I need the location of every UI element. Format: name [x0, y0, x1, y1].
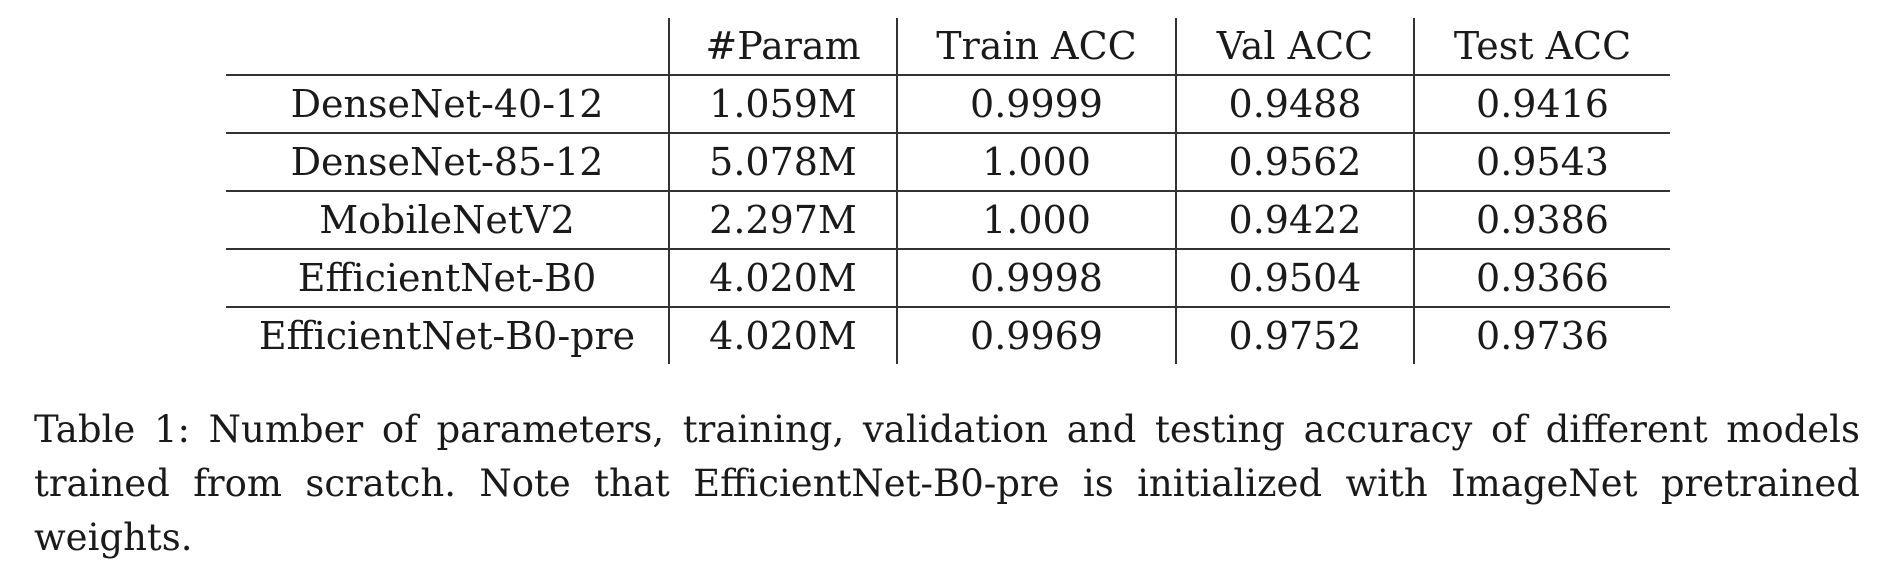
results-table: #Param Train ACC Val ACC Test ACC DenseN… [226, 18, 1670, 364]
header-param: #Param [669, 18, 898, 76]
train-acc-cell: 0.9998 [897, 249, 1177, 308]
test-acc-cell: 0.9416 [1414, 75, 1670, 134]
test-acc-cell: 0.9736 [1476, 314, 1609, 358]
model-name-cell: DenseNet-85-12 [226, 133, 670, 192]
train-acc-cell: 1.000 [897, 133, 1177, 192]
table-row: DenseNet-85-12 5.078M 1.000 0.9562 0.954… [226, 133, 1670, 192]
val-acc-cell: 0.9422 [1176, 191, 1415, 250]
val-acc-cell: 0.9488 [1176, 75, 1415, 134]
table-row: EfficientNet-B0 4.020M 0.9998 0.9504 0.9… [226, 249, 1670, 308]
param-cell: 2.297M [669, 191, 898, 250]
model-name-cell: MobileNetV2 [226, 191, 670, 250]
param-cell: 4.020M [669, 249, 898, 308]
table-header-row: #Param Train ACC Val ACC Test ACC [226, 18, 1670, 76]
header-train-acc: Train ACC [897, 18, 1177, 76]
model-name-cell: EfficientNet-B0 [226, 249, 670, 308]
train-acc-cell: 0.9969 [897, 307, 1177, 364]
model-name-cell: EfficientNet-B0-pre [226, 307, 670, 364]
test-acc-cell: 0.9386 [1414, 191, 1670, 250]
table-caption: Table 1: Number of parameters, training,… [34, 408, 1860, 559]
header-model [226, 18, 670, 76]
train-acc-cell: 0.9999 [897, 75, 1177, 134]
train-acc-cell: 1.000 [897, 191, 1177, 250]
param-cell: 5.078M [669, 133, 898, 192]
table-row: DenseNet-40-12 1.059M 0.9999 0.9488 0.94… [226, 75, 1670, 134]
val-acc-cell: 0.9752 [1176, 307, 1415, 364]
param-cell: 1.059M [669, 75, 898, 134]
table-row: EfficientNet-B0-pre 4.020M 0.9969 0.9752… [226, 307, 1670, 364]
val-acc-cell: 0.9504 [1176, 249, 1415, 308]
model-name-cell: DenseNet-40-12 [226, 75, 670, 134]
header-val-acc: Val ACC [1176, 18, 1415, 76]
test-acc-cell: 0.9543 [1414, 133, 1670, 192]
test-acc-cell: 0.9366 [1414, 249, 1670, 308]
table-row: MobileNetV2 2.297M 1.000 0.9422 0.9386 [226, 191, 1670, 250]
header-test-acc: Test ACC [1414, 18, 1670, 76]
param-cell: 4.020M [669, 307, 898, 364]
val-acc-cell: 0.9562 [1176, 133, 1415, 192]
